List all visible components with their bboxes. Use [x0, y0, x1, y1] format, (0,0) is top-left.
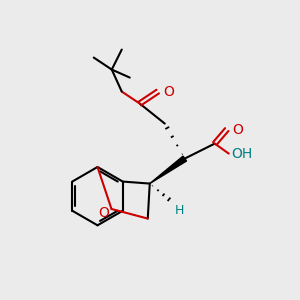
- Text: O: O: [163, 85, 174, 99]
- Polygon shape: [150, 156, 187, 184]
- Text: OH: OH: [231, 147, 252, 160]
- Text: H: H: [175, 204, 184, 217]
- Text: O: O: [232, 123, 243, 136]
- Text: O: O: [98, 206, 109, 220]
